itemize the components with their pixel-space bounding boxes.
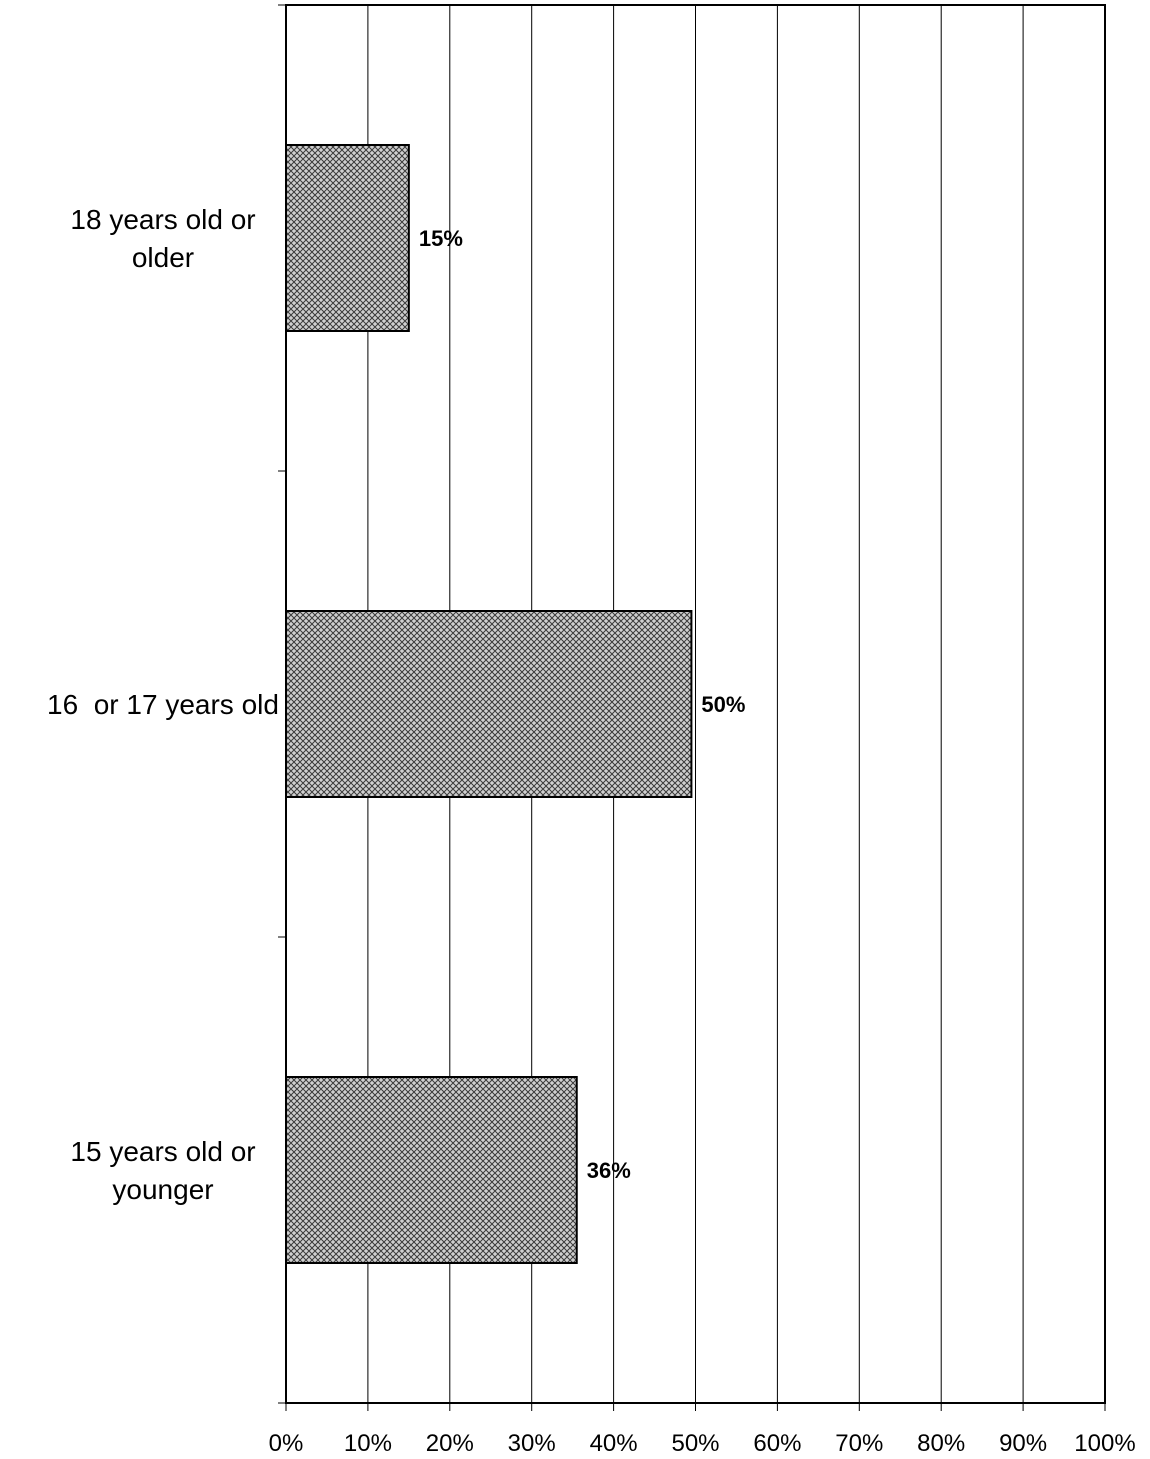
category-label-1: 16 or 17 years old [47,689,279,720]
gridlines [367,5,1024,1403]
x-tick-label-100: 100% [1074,1430,1135,1457]
category-label-2: 18 years old or older [70,204,255,273]
x-tick-label-90: 90% [999,1430,1047,1457]
x-tick-label-40: 40% [590,1430,638,1457]
x-tick-label-10: 10% [344,1430,392,1457]
bar-0 [285,1076,578,1264]
x-tick-label-0: 0% [269,1430,304,1457]
x-tick-label-30: 30% [508,1430,556,1457]
x-tick-label-70: 70% [835,1430,883,1457]
category-label-line: 18 years old or [70,204,255,235]
bar-2 [285,144,410,332]
labels: 36% 50% 15% 0% 10% 20% 30% 40% 50% 60% 70% 80% 90% 10… [47,204,1136,1457]
bar-1 [285,610,693,798]
x-tick-label-80: 80% [917,1430,965,1457]
x-tick-label-50: 50% [671,1430,719,1457]
category-label-line: 15 years old or [70,1136,255,1167]
x-tick-label-20: 20% [426,1430,474,1457]
x-tick-label-60: 60% [753,1430,801,1457]
axes [278,4,1106,1411]
category-label-line: older [132,242,194,273]
data-label-2: 15% [419,226,463,251]
bars [285,144,693,1264]
category-label-0: 15 years old or younger [70,1136,255,1205]
data-label-0: 36% [587,1158,631,1183]
data-label-1: 50% [701,692,745,717]
category-label-line: younger [112,1174,213,1205]
category-label-line: 16 or 17 years old [47,689,279,720]
